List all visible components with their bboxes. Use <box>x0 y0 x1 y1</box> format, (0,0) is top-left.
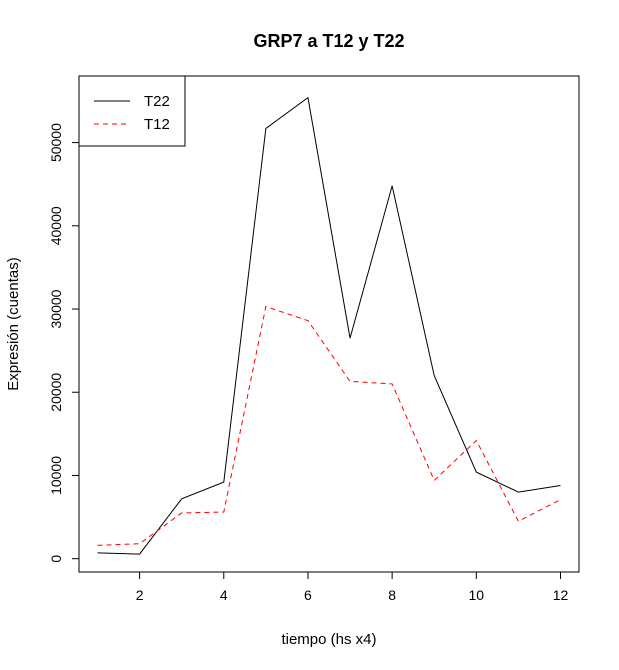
legend-label-t22: T22 <box>144 93 170 110</box>
x-tick-label: 10 <box>469 587 485 603</box>
x-tick-label: 4 <box>220 587 228 603</box>
x-tick-label: 6 <box>304 587 312 603</box>
y-axis-label: Expresión (cuentas) <box>5 257 22 390</box>
y-tick-label: 20000 <box>48 373 64 412</box>
y-tick-label: 40000 <box>48 206 64 245</box>
y-tick-label: 0 <box>48 555 64 563</box>
y-tick-label: 10000 <box>48 456 64 495</box>
legend-label-t12: T12 <box>144 116 170 133</box>
x-tick-label: 8 <box>388 587 396 603</box>
series-line-t12 <box>97 305 561 546</box>
x-axis: 2 4 6 8 10 12 <box>136 572 569 603</box>
series-layer <box>97 96 561 555</box>
x-axis-label: tiempo (hs x4) <box>281 631 376 648</box>
legend-box <box>78 75 186 147</box>
y-tick-label: 30000 <box>48 289 64 328</box>
y-axis: 0 10000 20000 30000 40000 50000 <box>48 123 79 563</box>
x-tick-label: 2 <box>136 587 144 603</box>
legend: T22 T12 <box>78 75 186 147</box>
series-line-t22 <box>97 96 561 555</box>
plot-area-border <box>78 75 580 573</box>
x-tick-label: 12 <box>553 587 569 603</box>
y-tick-label: 50000 <box>48 123 64 162</box>
chart-title: GRP7 a T12 y T22 <box>253 31 404 51</box>
